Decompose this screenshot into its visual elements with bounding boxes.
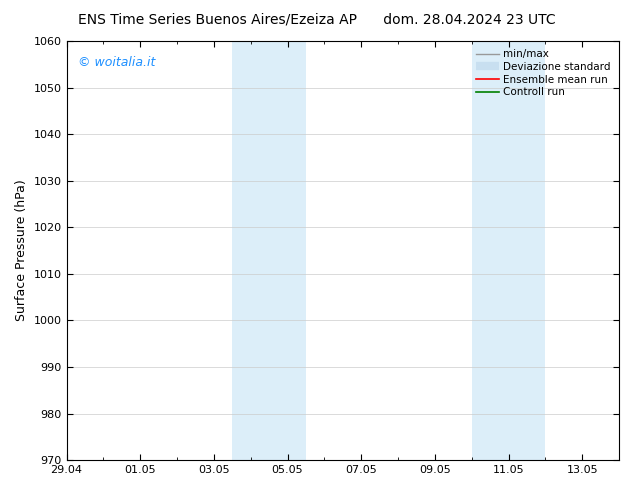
Bar	[232, 41, 306, 460]
Bar	[472, 41, 545, 460]
Y-axis label: Surface Pressure (hPa): Surface Pressure (hPa)	[15, 180, 28, 321]
Text: © woitalia.it: © woitalia.it	[77, 56, 155, 69]
Text: ENS Time Series Buenos Aires/Ezeiza AP      dom. 28.04.2024 23 UTC: ENS Time Series Buenos Aires/Ezeiza AP d…	[78, 12, 556, 26]
Legend: min/max, Deviazione standard, Ensemble mean run, Controll run: min/max, Deviazione standard, Ensemble m…	[473, 46, 614, 100]
